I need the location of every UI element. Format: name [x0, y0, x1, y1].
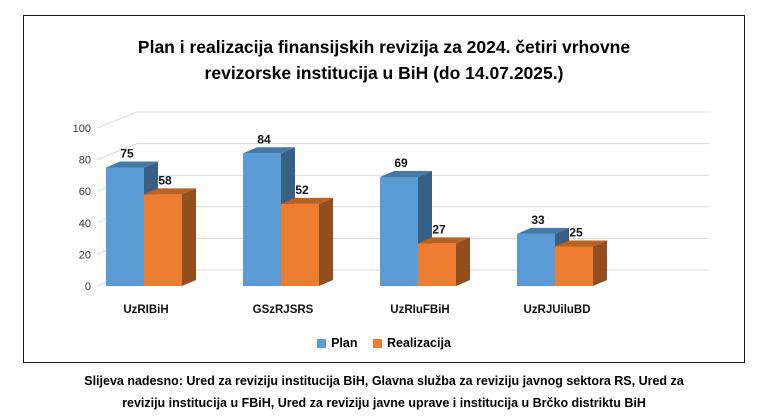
data-label-plan-uzribih: 75	[120, 147, 134, 161]
source-caption: Slijeva nadesno: Ured za reviziju instit…	[0, 370, 768, 414]
data-label-plan-gszrjsrs: 84	[257, 132, 271, 146]
chart-title: Plan i realizacija finansijskih revizija…	[84, 34, 684, 86]
bar-realizacija-uzrjuilubd	[555, 246, 593, 286]
bar-plan-uzriufbih	[380, 176, 418, 286]
legend-item-realizacija: Realizacija	[372, 336, 451, 350]
caption-line-2: reviziju institucija u FBiH, Ured za rev…	[122, 396, 646, 410]
x-tick-label-uzriufbih: UzRIuFBiH	[390, 304, 449, 316]
bar-top-realizacija-uzriufbih	[418, 237, 470, 244]
chart-title-line-1: Plan i realizacija finansijskih revizija…	[137, 37, 631, 57]
chart-title-line-2: revizorske institucija u BiH (do 14.07.2…	[204, 63, 564, 83]
y-tick-label-80: 80	[79, 155, 91, 167]
y-tick-label-100: 100	[73, 123, 91, 135]
bar-top-realizacija-uzribih	[144, 188, 196, 195]
chart-frame: Plan i realizacija finansijskih revizija…	[23, 15, 745, 363]
plot-area: 0 20 40 60 80 100 75 58 UzRIBiH 84 52 GSzRJSRS 69 27 U…	[73, 111, 709, 316]
bar-side-realizacija-gszrjsrs	[319, 197, 333, 286]
bar-side-realizacija-uzribih	[182, 188, 196, 286]
x-tick-label-uzrjuilubd: UzRJUiluBD	[523, 304, 590, 316]
x-tick-label-gszrjsrs: GSzRJSRS	[253, 304, 314, 316]
bar-realizacija-uzriufbih	[418, 243, 456, 286]
bar-top-realizacija-gszrjsrs	[281, 197, 333, 204]
legend-label-plan: Plan	[331, 336, 358, 350]
legend-swatch-realizacija	[372, 338, 382, 348]
data-label-plan-uzriufbih: 69	[394, 156, 408, 170]
bar-top-plan-uzriufbih	[380, 170, 432, 177]
data-label-realizacija-uzribih: 58	[158, 173, 172, 187]
legend: Plan Realizacija	[24, 336, 744, 351]
y-tick-label-0: 0	[85, 281, 91, 293]
data-label-realizacija-gszrjsrs: 52	[295, 183, 309, 197]
x-tick-label-uzribih: UzRIBiH	[123, 304, 168, 316]
bar-plan-uzribih	[106, 167, 144, 286]
data-label-realizacija-uzriufbih: 27	[432, 222, 446, 236]
bar-plan-gszrjsrs	[243, 153, 281, 286]
legend-label-realizacija: Realizacija	[386, 336, 451, 350]
bar-top-plan-uzribih	[106, 161, 158, 168]
y-tick-label-20: 20	[79, 249, 91, 261]
legend-item-plan: Plan	[317, 336, 357, 350]
bar-top-plan-gszrjsrs	[243, 147, 295, 154]
caption-line-1: Slijeva nadesno: Ured za reviziju instit…	[84, 374, 684, 388]
bar-side-realizacija-uzrjuilubd	[593, 240, 607, 286]
data-label-plan-uzrjuilubd: 33	[531, 213, 545, 227]
bar-top-realizacija-uzrjuilubd	[555, 240, 607, 247]
gridline-side-100	[96, 111, 138, 129]
legend-swatch-plan	[317, 338, 327, 348]
bar-realizacija-gszrjsrs	[281, 203, 319, 286]
gridline-side-80	[96, 143, 138, 161]
bar-realizacija-uzribih	[144, 194, 182, 286]
data-label-realizacija-uzrjuilubd: 25	[569, 226, 583, 240]
y-tick-label-60: 60	[79, 186, 91, 198]
bar-side-realizacija-uzriufbih	[456, 237, 470, 286]
y-tick-label-40: 40	[79, 218, 91, 230]
bar-top-plan-uzrjuilubd	[517, 227, 569, 234]
bar-plan-uzrjuilubd	[517, 233, 555, 286]
